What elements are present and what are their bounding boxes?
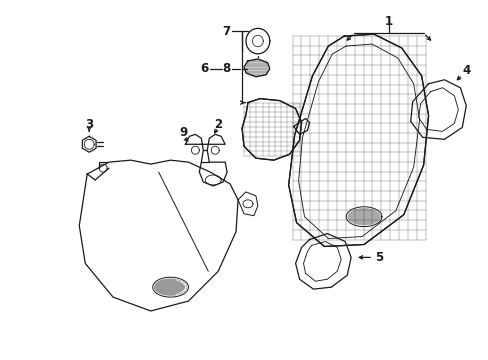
Text: 9: 9: [179, 126, 187, 139]
Text: 1: 1: [384, 15, 392, 28]
Text: 4: 4: [461, 64, 469, 77]
Text: 8: 8: [222, 62, 230, 75]
Polygon shape: [347, 209, 379, 225]
Polygon shape: [244, 59, 269, 77]
Text: 5: 5: [374, 251, 382, 264]
Text: 3: 3: [85, 118, 93, 131]
Text: 2: 2: [214, 118, 222, 131]
Text: 6: 6: [200, 62, 208, 75]
Text: 7: 7: [222, 24, 230, 38]
Polygon shape: [154, 279, 186, 295]
